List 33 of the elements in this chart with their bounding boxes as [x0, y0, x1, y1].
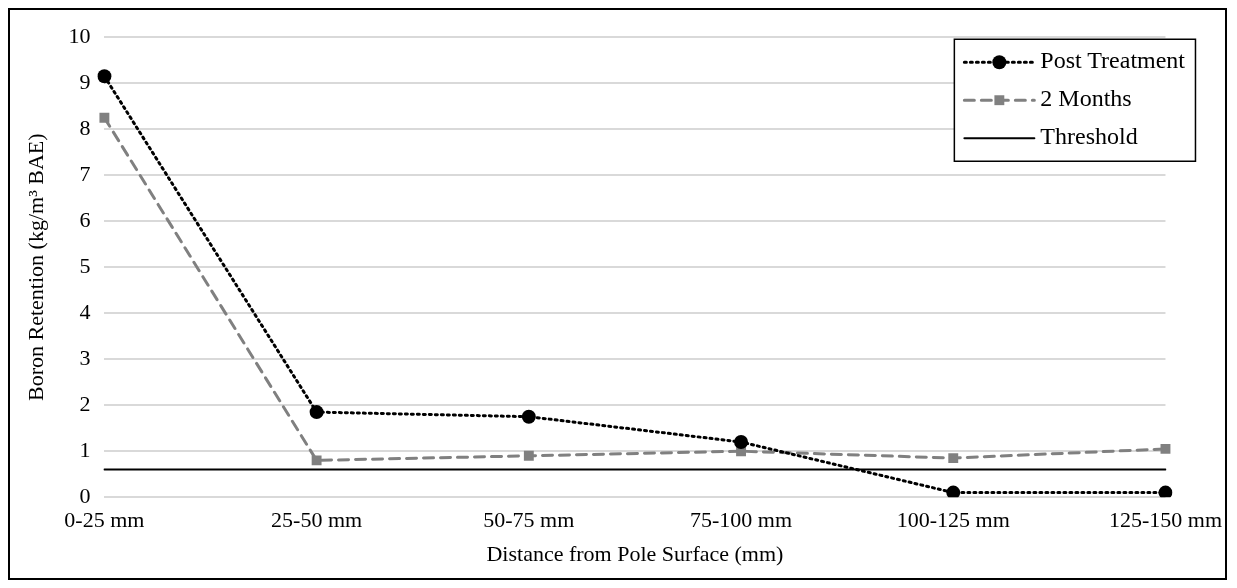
point — [734, 435, 749, 449]
y-tick-label: 7 — [79, 160, 91, 186]
x-tick-label: 75-100 mm — [690, 507, 793, 533]
point — [309, 405, 324, 420]
y-tick-label: 9 — [79, 68, 91, 94]
x-tick-label: 50-75 mm — [483, 507, 575, 533]
y-tick-label: 10 — [68, 22, 91, 48]
legend-label: Threshold — [1040, 123, 1138, 150]
x-axis-title: Distance from Pole Surface (mm) — [486, 540, 784, 566]
y-tick-label: 8 — [79, 114, 91, 140]
legend-label: Post Treatment — [1040, 47, 1186, 74]
point — [948, 453, 959, 464]
y-tick-label: 3 — [79, 344, 91, 370]
x-tick-label: 25-50 mm — [271, 507, 363, 533]
y-tick-label: 5 — [79, 252, 91, 278]
x-tick-label: 0-25 mm — [64, 507, 145, 533]
point — [1158, 485, 1173, 498]
point — [1160, 443, 1171, 454]
point — [523, 450, 534, 461]
point — [99, 112, 110, 123]
y-tick-label: 4 — [79, 298, 91, 324]
y-tick-label: 1 — [79, 436, 91, 462]
y-tick-label: 0 — [79, 482, 91, 508]
y-tick-label: 2 — [79, 390, 91, 416]
y-tick-label: 6 — [79, 206, 91, 232]
point — [521, 409, 536, 424]
point — [311, 455, 322, 466]
point — [97, 69, 112, 84]
legend-label: 2 Months — [1040, 85, 1132, 112]
y-axis-title: Boron Retention (kg/m³ BAE) — [22, 133, 48, 401]
point — [946, 485, 961, 498]
x-tick-label: 125-150 mm — [1108, 507, 1223, 533]
x-tick-label: 100-125 mm — [896, 507, 1010, 533]
